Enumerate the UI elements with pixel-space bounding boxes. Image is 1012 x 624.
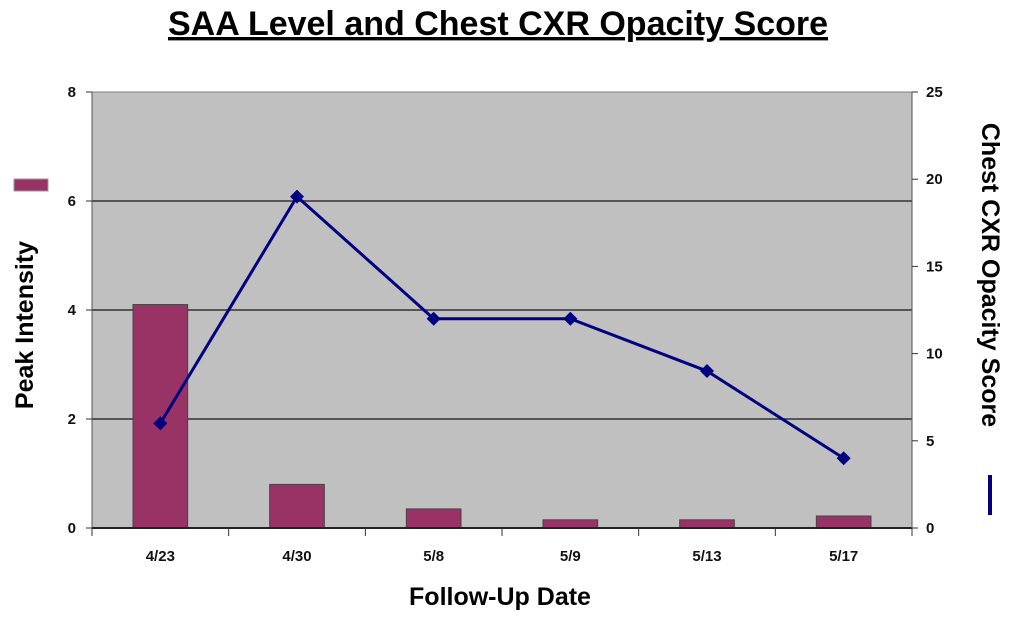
- y2-tick-label: 0: [926, 520, 934, 537]
- bar: [542, 519, 599, 529]
- y2-axis-title: Chest CXR Opacity Score: [976, 123, 1004, 427]
- bar: [269, 483, 325, 529]
- bar-series: [132, 304, 872, 529]
- x-tick-label: 5/17: [829, 548, 858, 565]
- series-line: [159, 195, 845, 460]
- x-tick-label: 4/23: [146, 548, 175, 565]
- line-point: [563, 311, 578, 326]
- x-tick-label: 5/13: [692, 548, 721, 565]
- line-series: [153, 189, 851, 466]
- x-axis-ticks: 4/23 4/30 5/8 5/9 5/13 5/17: [91, 528, 913, 565]
- x-tick-label: 5/8: [423, 548, 444, 565]
- bar: [405, 508, 462, 529]
- y-tick-label: 4: [68, 302, 77, 319]
- left-axis-ticks: 0 2 4 6 8: [68, 84, 92, 537]
- y2-tick-label: 5: [926, 433, 934, 450]
- y-tick-label: 6: [68, 193, 76, 210]
- bar-legend-swatch: [13, 178, 49, 192]
- y2-tick-label: 25: [926, 84, 943, 101]
- y-tick-label: 0: [68, 520, 76, 537]
- y-tick-label: 2: [68, 411, 76, 428]
- right-axis-ticks: 0 5 10 15 20 25: [912, 84, 943, 537]
- bar: [679, 519, 735, 529]
- y-tick-label: 8: [68, 84, 76, 101]
- y2-tick-label: 15: [926, 258, 943, 275]
- x-axis-title: Follow-Up Date: [409, 583, 591, 611]
- bar: [132, 304, 189, 529]
- line-point: [153, 416, 168, 431]
- line-point: [700, 364, 714, 379]
- y2-tick-label: 10: [926, 346, 943, 363]
- y2-tick-label: 20: [926, 171, 943, 188]
- chart-title: SAA Level and Chest CXR Opacity Score: [168, 5, 828, 43]
- line-point: [290, 189, 304, 204]
- line-point: [426, 311, 441, 326]
- x-tick-label: 4/30: [282, 548, 311, 565]
- y-axis-title: Peak Intensity: [11, 241, 39, 409]
- x-tick-label: 5/9: [560, 548, 581, 565]
- bar: [815, 515, 872, 529]
- line-point: [836, 451, 851, 466]
